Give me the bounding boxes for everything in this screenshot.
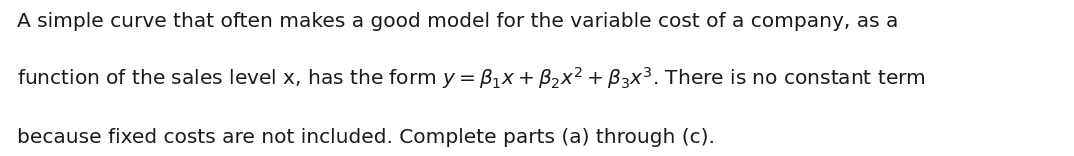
- Text: function of the sales level x, has the form $y = \beta_1 x + \beta_2 x^2 + \beta: function of the sales level x, has the f…: [17, 66, 926, 91]
- Text: A simple curve that often makes a good model for the variable cost of a company,: A simple curve that often makes a good m…: [17, 12, 899, 32]
- Text: because fixed costs are not included. Complete parts (a) through (c).: because fixed costs are not included. Co…: [17, 128, 715, 147]
